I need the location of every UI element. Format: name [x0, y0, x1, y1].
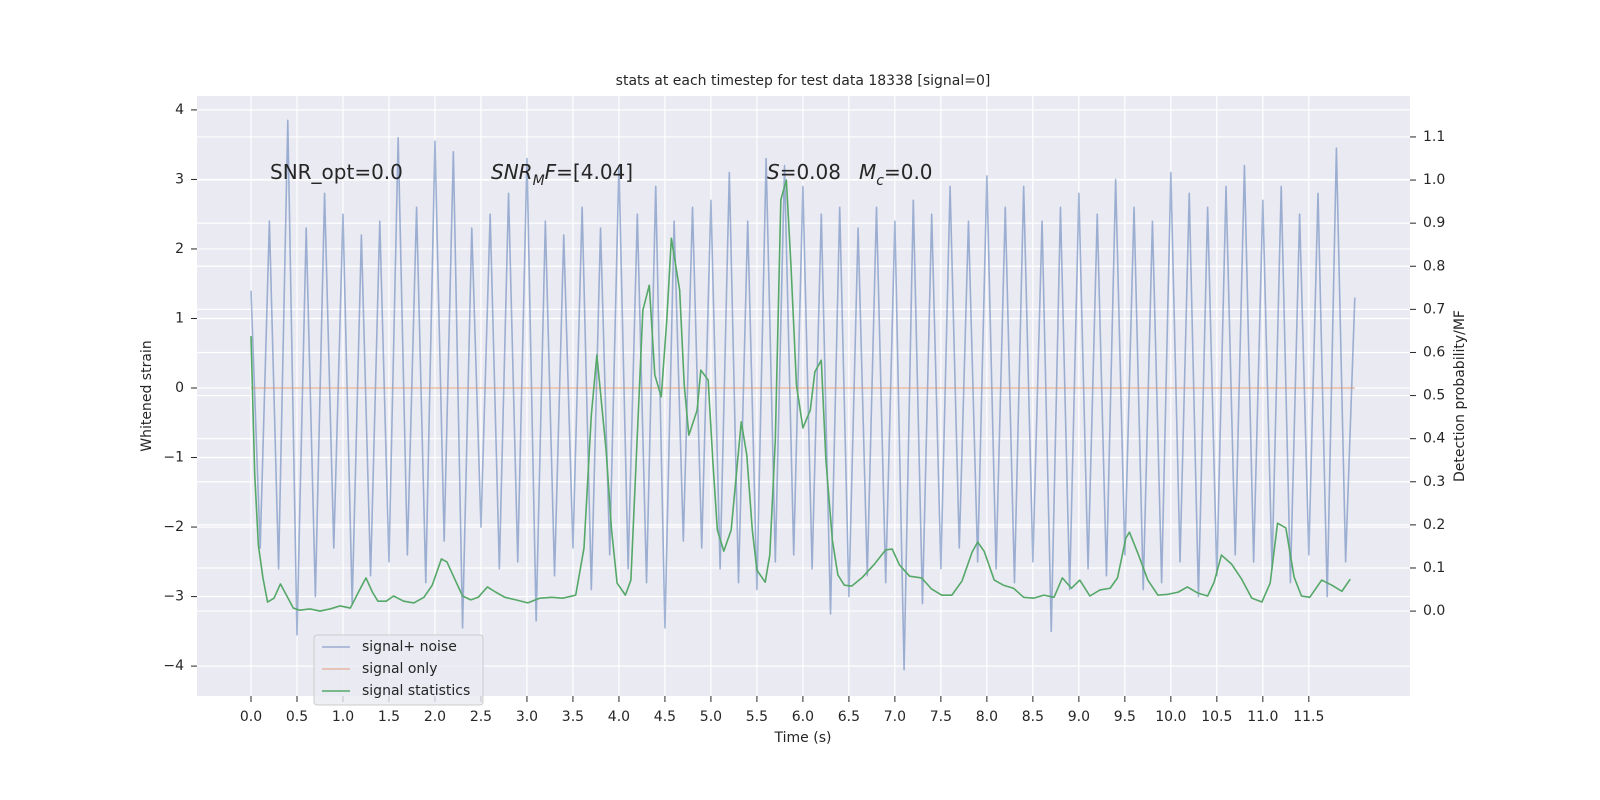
legend-label: signal+ noise: [362, 639, 457, 655]
annotation-part: F: [545, 160, 557, 184]
annotation-part: M: [533, 173, 545, 189]
y2-tick-label: 0.7: [1423, 301, 1445, 317]
y-tick-label: 4: [175, 102, 184, 118]
x-tick-label: 10.5: [1201, 709, 1232, 725]
y2-axis-label: Detection probability/MF: [1452, 310, 1468, 482]
x-tick-label: 6.0: [792, 709, 814, 725]
y-tick-label: −1: [163, 450, 184, 466]
y-tick-label: −2: [163, 519, 184, 535]
chart-title: stats at each timestep for test data 183…: [616, 73, 991, 89]
x-tick-label: 10.0: [1155, 709, 1186, 725]
x-tick-label: 2.5: [470, 709, 492, 725]
annotation-part: =0.08: [780, 160, 841, 184]
x-tick-label: 9.5: [1114, 709, 1136, 725]
y2-tick-label: 0.1: [1423, 560, 1445, 576]
y2-tick-label: 1.0: [1423, 172, 1445, 188]
annotation-part: M: [859, 160, 876, 184]
annotation-part: c: [876, 173, 884, 189]
y2-tick-label: 0.0: [1423, 603, 1445, 619]
x-tick-label: 11.0: [1247, 709, 1278, 725]
x-tick-label: 7.0: [884, 709, 906, 725]
y-tick-label: 0: [175, 380, 184, 396]
y2-tick-label: 0.4: [1423, 431, 1445, 447]
x-tick-label: 0.0: [240, 709, 262, 725]
x-tick-label: 2.0: [424, 709, 446, 725]
y-tick-label: 1: [175, 310, 184, 326]
annotation-part: S: [767, 160, 780, 184]
x-tick-label: 11.5: [1293, 709, 1324, 725]
x-tick-label: 5.5: [746, 709, 768, 725]
y2-tick-label: 0.6: [1423, 344, 1445, 360]
x-tick-label: 1.0: [332, 709, 354, 725]
annotation: SNRMF=[4.04]: [491, 160, 633, 190]
y-tick-label: −4: [163, 658, 184, 674]
annotation: S=0.08: [767, 160, 841, 184]
legend-label: signal statistics: [362, 683, 470, 699]
x-tick-label: 3.5: [562, 709, 584, 725]
x-tick-label: 8.5: [1022, 709, 1044, 725]
x-tick-label: 3.0: [516, 709, 538, 725]
legend-label: signal only: [362, 661, 437, 677]
y2-tick-label: 1.1: [1423, 129, 1445, 145]
annotation: SNR_opt=0.0: [270, 160, 403, 184]
annotation-part: =0.0: [884, 160, 933, 184]
y-axis-label: Whitened strain: [139, 340, 155, 451]
y-tick-label: −3: [163, 589, 184, 605]
x-tick-label: 9.0: [1068, 709, 1090, 725]
y-tick-label: 3: [175, 171, 184, 187]
y2-tick-label: 0.3: [1423, 474, 1445, 490]
y2-tick-label: 0.5: [1423, 388, 1445, 404]
x-tick-label: 1.5: [378, 709, 400, 725]
x-tick-label: 4.5: [654, 709, 676, 725]
y-tick-label: 2: [175, 241, 184, 257]
y2-tick-label: 0.9: [1423, 215, 1445, 231]
series-line: [250, 179, 1351, 612]
x-tick-label: 8.0: [976, 709, 998, 725]
x-tick-label: 4.0: [608, 709, 630, 725]
x-axis-label: Time (s): [774, 730, 832, 746]
y2-tick-label: 0.2: [1423, 517, 1445, 533]
y2-tick-label: 0.8: [1423, 258, 1445, 274]
x-tick-label: 0.5: [286, 709, 308, 725]
annotation-part: SNR_opt=0.0: [270, 160, 403, 184]
annotation: Mc=0.0: [859, 160, 933, 190]
x-tick-label: 6.5: [838, 709, 860, 725]
legend-box: [313, 634, 484, 706]
x-tick-label: 7.5: [930, 709, 952, 725]
x-tick-label: 5.0: [700, 709, 722, 725]
annotation-part: SNR: [491, 160, 533, 184]
annotation-part: =[4.04]: [556, 160, 633, 184]
series-line: [250, 119, 1356, 671]
